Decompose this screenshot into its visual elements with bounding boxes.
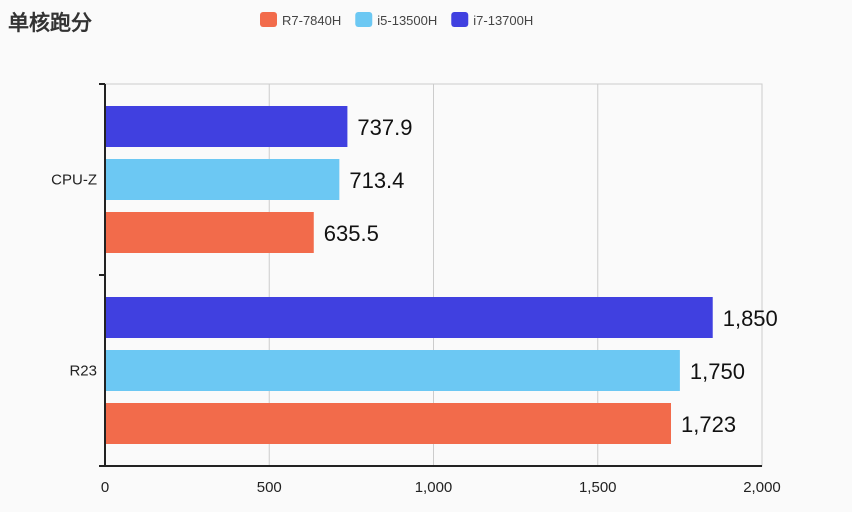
chart-title: 单核跑分 xyxy=(8,11,92,35)
y-category-label: R23 xyxy=(69,363,97,380)
data-label: 1,850 xyxy=(723,306,778,331)
data-label: 1,723 xyxy=(681,412,736,437)
legend-swatch xyxy=(355,12,373,27)
bar-i7-13700h xyxy=(105,106,348,147)
x-tick-label: 500 xyxy=(257,479,282,496)
bar-r7-7840h xyxy=(105,403,672,444)
bar-i7-13700h xyxy=(105,297,713,338)
bar-i5-13500h xyxy=(105,350,680,391)
data-label: 635.5 xyxy=(324,221,379,246)
legend-label: R7-7840H xyxy=(282,13,341,28)
bar-r7-7840h xyxy=(105,212,314,253)
legend-label: i7-13700H xyxy=(473,13,533,28)
x-tick-label: 0 xyxy=(101,479,109,496)
bar-i5-13500h xyxy=(105,159,340,200)
axes: 0 500 1,000 1,500 2,000 CPU-Z R23 xyxy=(51,83,781,496)
x-tick-label: 1,000 xyxy=(415,479,453,496)
data-label: 737.9 xyxy=(357,115,412,140)
x-tick-label: 2,000 xyxy=(743,479,781,496)
legend-label: i5-13500H xyxy=(377,13,437,28)
legend-swatch xyxy=(451,12,469,27)
legend-swatch xyxy=(260,12,277,27)
bars: 737.9 713.4 635.5 1,850 1,750 1,723 xyxy=(105,106,778,444)
x-tick-label: 1,500 xyxy=(579,479,617,496)
y-category-label: CPU-Z xyxy=(51,172,97,189)
data-label: 713.4 xyxy=(349,168,404,193)
legend: R7-7840H i5-13500H i7-13700H xyxy=(260,12,533,28)
data-label: 1,750 xyxy=(690,359,745,384)
gridlines xyxy=(104,83,763,467)
